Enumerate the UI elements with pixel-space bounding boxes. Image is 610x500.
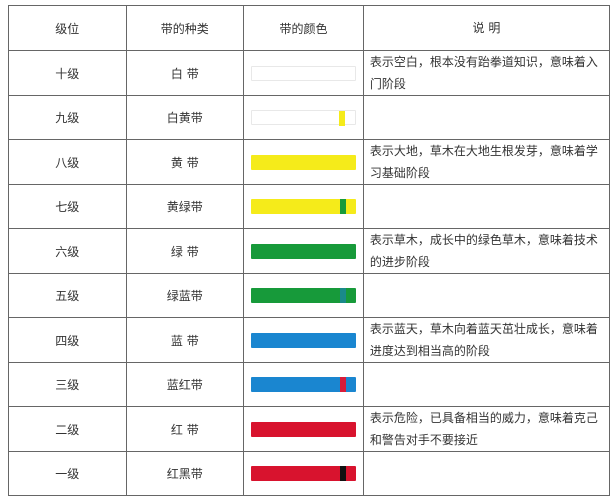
belt-swatch <box>251 377 357 392</box>
level-cell: 八级 <box>8 139 127 185</box>
belt-type-cell: 蓝 带 <box>125 317 245 363</box>
table-row: 四级 蓝 带 表示蓝天，草木向着蓝天茁壮成长，意味着进度达到相当高的阶段 <box>8 317 610 363</box>
description-cell: 表示危险，已具备相当的威力，意味着克己和警告对手不要接近 <box>362 406 610 452</box>
belt-color-cell <box>243 139 364 185</box>
level-cell: 十级 <box>8 50 127 96</box>
header-row: 级位 带的种类 带的颜色 说 明 <box>8 5 610 51</box>
belt-swatch <box>251 466 357 481</box>
belt-swatch <box>251 110 357 126</box>
description-cell: 表示大地，草木在大地生根发芽，意味着学习基础阶段 <box>362 139 610 185</box>
table-row: 九级 白黄带 <box>8 95 610 140</box>
description-cell <box>362 95 610 140</box>
table-row: 二级 红 带 表示危险，已具备相当的威力，意味着克己和警告对手不要接近 <box>8 406 610 452</box>
table-row: 十级 白 带 表示空白，根本没有跆拳道知识，意味着入门阶段 <box>8 50 610 96</box>
level-cell: 六级 <box>8 228 127 274</box>
header-level: 级位 <box>8 5 127 51</box>
table-row: 五级 绿蓝带 <box>8 273 610 318</box>
description-cell: 表示空白，根本没有跆拳道知识，意味着入门阶段 <box>362 50 610 96</box>
table-row: 六级 绿 带 表示草木，成长中的绿色草木，意味着技术的进步阶段 <box>8 228 610 274</box>
header-description: 说 明 <box>362 5 610 51</box>
level-cell: 九级 <box>8 95 127 140</box>
belt-type-cell: 红黑带 <box>125 451 245 496</box>
belt-swatch <box>251 288 357 303</box>
table-row: 一级 红黑带 <box>8 451 610 496</box>
belt-type-cell: 黄 带 <box>125 139 245 185</box>
description-cell: 表示草木，成长中的绿色草木，意味着技术的进步阶段 <box>362 228 610 274</box>
table-row: 三级 蓝红带 <box>8 362 610 407</box>
description-cell: 表示蓝天，草木向着蓝天茁壮成长，意味着进度达到相当高的阶段 <box>362 317 610 363</box>
belt-color-cell <box>243 362 364 407</box>
belt-color-cell <box>243 317 364 363</box>
belt-stripe <box>340 288 347 303</box>
belt-swatch <box>251 199 357 214</box>
belt-stripe <box>340 199 347 214</box>
belt-type-cell: 红 带 <box>125 406 245 452</box>
level-cell: 七级 <box>8 184 127 229</box>
belt-type-cell: 白黄带 <box>125 95 245 140</box>
belt-color-cell <box>243 451 364 496</box>
belt-type-cell: 绿 带 <box>125 228 245 274</box>
table-row: 八级 黄 带 表示大地，草木在大地生根发芽，意味着学习基础阶段 <box>8 139 610 185</box>
description-cell <box>362 451 610 496</box>
belt-swatch <box>251 332 357 348</box>
table-row: 七级 黄绿带 <box>8 184 610 229</box>
belt-stripe <box>339 111 346 126</box>
belt-color-cell <box>243 406 364 452</box>
belt-swatch <box>251 243 357 259</box>
belt-type-cell: 白 带 <box>125 50 245 96</box>
level-cell: 二级 <box>8 406 127 452</box>
belt-type-cell: 黄绿带 <box>125 184 245 229</box>
belt-swatch <box>251 421 357 437</box>
level-cell: 三级 <box>8 362 127 407</box>
belt-color-cell <box>243 228 364 274</box>
level-cell: 四级 <box>8 317 127 363</box>
belt-color-cell <box>243 184 364 229</box>
belt-swatch <box>251 65 357 81</box>
belt-color-cell <box>243 273 364 318</box>
header-belt-type: 带的种类 <box>125 5 245 51</box>
belt-table: 级位 带的种类 带的颜色 说 明 十级 白 带 表示空白，根本没有跆拳道知识，意… <box>8 5 610 496</box>
description-cell <box>362 184 610 229</box>
belt-color-cell <box>243 50 364 96</box>
belt-stripe <box>340 466 347 481</box>
belt-stripe <box>340 377 347 392</box>
level-cell: 一级 <box>8 451 127 496</box>
header-belt-color: 带的颜色 <box>243 5 364 51</box>
belt-type-cell: 蓝红带 <box>125 362 245 407</box>
description-cell <box>362 273 610 318</box>
description-cell <box>362 362 610 407</box>
level-cell: 五级 <box>8 273 127 318</box>
belt-color-cell <box>243 95 364 140</box>
belt-type-cell: 绿蓝带 <box>125 273 245 318</box>
belt-swatch <box>251 154 357 170</box>
